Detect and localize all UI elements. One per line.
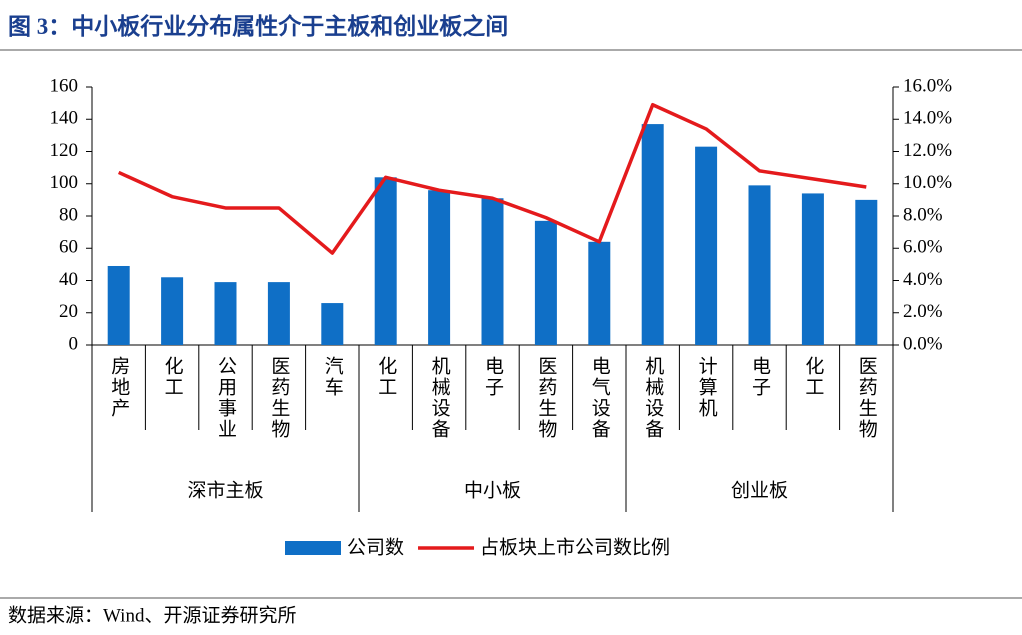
- x-tick-label: 医药生物: [856, 356, 878, 440]
- y2-tick-label: 8.0%: [903, 204, 943, 225]
- bar: [267, 282, 290, 345]
- x-tick-label: 化工: [162, 356, 184, 398]
- y2-tick-label: 10.0%: [903, 172, 952, 193]
- y2-tick-label: 6.0%: [903, 237, 943, 258]
- x-tick-label: 化工: [375, 356, 397, 398]
- line: [117, 102, 867, 255]
- x-tick-label: 医药生物: [268, 356, 290, 440]
- x-tick-label: 电子: [749, 356, 771, 398]
- y2-tick-label: 4.0%: [903, 269, 943, 290]
- bar: [481, 198, 504, 345]
- bar: [748, 185, 771, 345]
- group-label: 创业板: [731, 479, 788, 501]
- x-tick-label: 电子: [482, 356, 504, 398]
- y2-tick-label: 16.0%: [903, 75, 952, 96]
- bar: [428, 190, 451, 345]
- y-tick-label: 120: [50, 140, 79, 161]
- x-tick-label: 计算机: [696, 356, 718, 419]
- y2-tick-label: 2.0%: [903, 301, 943, 322]
- legend-swatch: [285, 541, 341, 555]
- bar: [855, 199, 878, 345]
- bar: [374, 177, 397, 345]
- bar: [588, 241, 611, 345]
- source: 数据来源：Wind、开源证券研究所: [8, 604, 296, 626]
- y-tick-label: 40: [59, 269, 78, 290]
- bar: [161, 277, 184, 345]
- y-tick-label: 100: [50, 172, 79, 193]
- y-tick-label: 80: [59, 204, 78, 225]
- bar: [534, 220, 557, 345]
- x-tick-label: 公用事业: [215, 356, 237, 440]
- y-tick-label: 20: [59, 301, 78, 322]
- bar: [107, 265, 130, 345]
- y2-tick-label: 14.0%: [903, 108, 952, 129]
- x-tick-label: 房地产: [108, 356, 130, 419]
- chart-title: 图 3：中小板行业分布属性介于主板和创业板之间: [8, 13, 508, 39]
- legend-label: 占板块上市公司数比例: [480, 536, 670, 558]
- bar: [321, 303, 344, 345]
- y-tick-label: 0: [69, 333, 79, 354]
- y2-tick-label: 12.0%: [903, 140, 952, 161]
- y-tick-label: 60: [59, 237, 78, 258]
- bar: [214, 282, 237, 345]
- y2-tick-label: 0.0%: [903, 333, 943, 354]
- legend-label: 公司数: [347, 536, 404, 558]
- x-tick-label: 汽车: [322, 356, 344, 398]
- x-tick-label: 电气设备: [589, 356, 611, 440]
- x-tick-label: 医药生物: [535, 356, 557, 440]
- bar: [801, 193, 824, 345]
- x-tick-label: 化工: [802, 356, 824, 398]
- x-tick-label: 机械设备: [642, 356, 664, 440]
- bar: [695, 146, 718, 345]
- y-tick-label: 140: [50, 108, 79, 129]
- group-label: 深市主板: [187, 479, 263, 501]
- x-tick-label: 机械设备: [429, 356, 451, 440]
- group-label: 中小板: [464, 479, 521, 501]
- y-tick-label: 160: [50, 75, 79, 96]
- bar: [641, 124, 664, 346]
